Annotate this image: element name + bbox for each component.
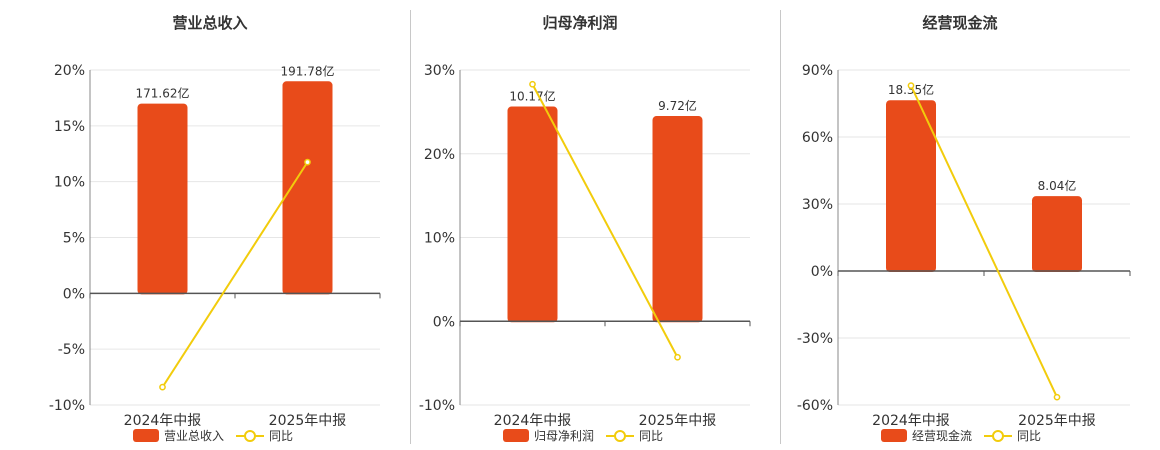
chart3-y-tick-label: 90% [802, 63, 833, 79]
panel-divider-2 [780, 10, 781, 444]
chart1-y-tick-label: -10% [49, 398, 85, 414]
chart2-yoy-line [531, 83, 679, 358]
chart2-bar [507, 106, 558, 323]
chart2-bar [652, 116, 703, 323]
chart3-x-tick-label: 2025年中报 [1018, 413, 1096, 429]
chart1-bar [137, 103, 188, 295]
chart3-x-tick-label: 2024年中报 [872, 413, 950, 429]
chart1-bar-label: 171.62亿 [136, 86, 190, 101]
chart2-yoy-point [529, 80, 536, 88]
chart2-bar-label: 9.72亿 [658, 98, 697, 113]
chart2-yoy-point [674, 353, 681, 361]
chart2-y-tick-label: 30% [424, 63, 455, 79]
chart1-yoy-line [161, 161, 309, 388]
chart3-y-tick-label: 0% [811, 264, 833, 280]
panel-divider-1 [410, 10, 411, 444]
chart3-title: 经营现金流 [922, 14, 997, 32]
chart3-y-tick-label: 60% [802, 130, 833, 146]
chart1-legend-bar-swatch [133, 429, 159, 442]
chart3-legend-bar-label: 经营现金流 [912, 428, 972, 443]
chart1-y-tick-label: 10% [54, 175, 85, 191]
chart2-title: 归母净利润 [542, 14, 617, 32]
chart1-legend-line-label: 同比 [269, 429, 293, 443]
chart1-y-tick-label: 15% [54, 119, 85, 135]
chart3-legend-line-marker [992, 430, 1004, 442]
chart3-y-tick-label: -60% [797, 398, 833, 414]
chart2-y-tick-label: 20% [424, 147, 455, 163]
chart1-y-tick-label: -5% [58, 342, 85, 358]
chart3-yoy-line [910, 85, 1058, 398]
chart1-legend-line-marker [244, 430, 256, 442]
chart2-legend-line-label: 同比 [639, 429, 663, 443]
chart3-yoy-point [907, 82, 915, 89]
chart1-yoy-point [159, 383, 166, 391]
chart1-y-tick-label: 0% [63, 286, 85, 302]
chart1-yoy-point [304, 158, 311, 166]
chart2-x-tick-label: 2024年中报 [494, 413, 572, 429]
chart2-x-tick-label: 2025年中报 [639, 413, 717, 429]
chart2-y-tick-label: 0% [433, 314, 455, 330]
chart3-bar [1032, 196, 1082, 272]
chart1-bar [282, 81, 333, 295]
chart3-bar [886, 100, 936, 272]
chart3-y-tick-label: 30% [802, 197, 833, 213]
chart1-x-tick-label: 2025年中报 [269, 413, 347, 429]
chart3-legend-bar-swatch [881, 429, 907, 442]
chart1-bar-label: 191.78亿 [281, 63, 335, 78]
chart1-legend-bar-label: 营业总收入 [164, 429, 224, 443]
chart2-y-tick-label: 10% [424, 231, 455, 247]
chart1-y-tick-label: 20% [54, 63, 85, 79]
chart2-bar-label: 10.17亿 [509, 89, 555, 104]
chart3-bar-label: 8.04亿 [1038, 178, 1077, 193]
chart2-legend-line-marker [614, 430, 626, 442]
chart1-title: 营业总收入 [172, 14, 247, 32]
chart1-x-tick-label: 2024年中报 [124, 413, 202, 429]
chart3-yoy-point [1053, 393, 1061, 401]
chart2-legend-bar-swatch [503, 429, 529, 442]
chart3-bar-label: 18.35亿 [888, 82, 934, 97]
chart3-y-tick-label: -30% [797, 331, 833, 347]
chart1-y-tick-label: 5% [63, 231, 85, 247]
chart2-legend-bar-label: 归母净利润 [534, 429, 594, 443]
chart2-y-tick-label: -10% [419, 398, 455, 414]
chart3-legend-line-label: 同比 [1017, 429, 1041, 443]
